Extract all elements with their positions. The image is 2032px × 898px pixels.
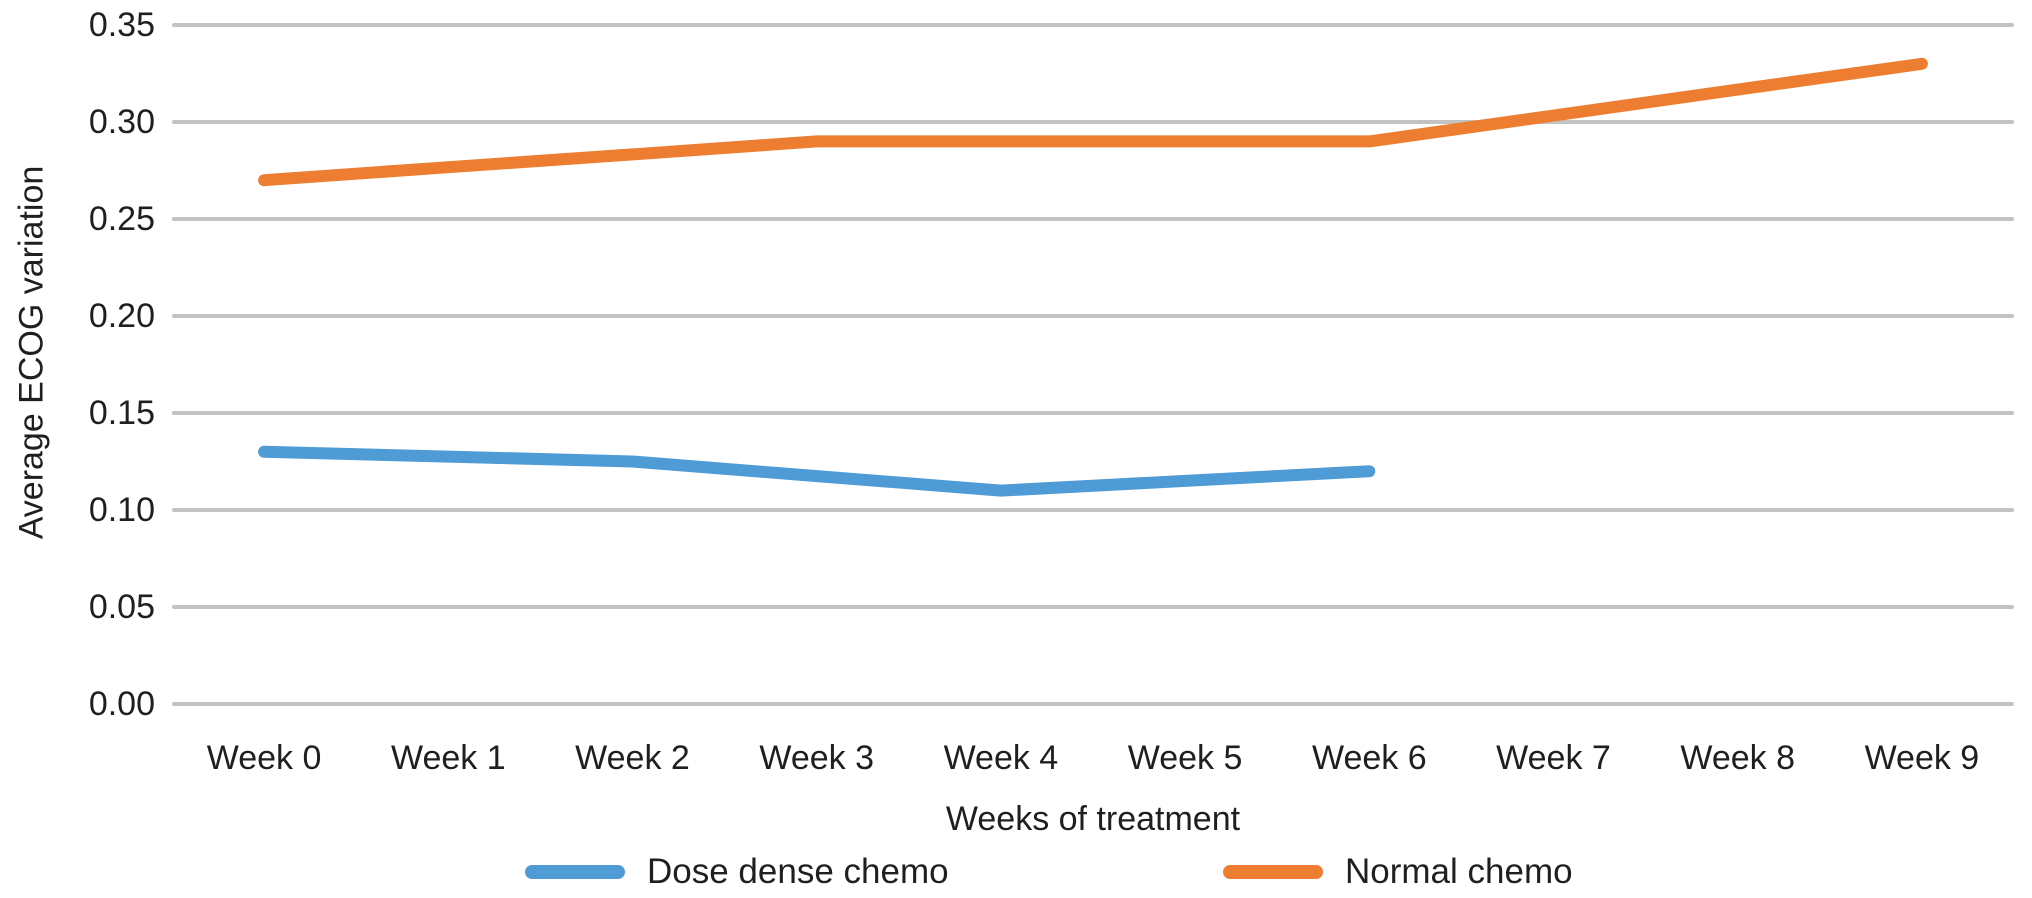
legend-label: Dose dense chemo (647, 852, 949, 891)
x-tick-label: Week 3 (759, 739, 875, 777)
x-tick-label: Week 4 (943, 739, 1059, 777)
x-tick-label: Week 1 (390, 739, 506, 777)
x-tick-label: Week 5 (1127, 739, 1243, 777)
x-tick-label: Week 0 (206, 739, 322, 777)
y-tick-label: 0.25 (88, 200, 155, 238)
legend-item-dose-dense-chemo: Dose dense chemo (525, 850, 949, 894)
y-tick-label: 0.00 (88, 685, 155, 723)
legend-item-normal-chemo: Normal chemo (1223, 850, 1573, 894)
legend: Dose dense chemo Normal chemo (0, 850, 2032, 894)
gridline (172, 508, 2014, 512)
gridline (172, 120, 2014, 124)
x-tick-label: Week 6 (1311, 739, 1427, 777)
gridline (172, 314, 2014, 318)
x-axis-title: Weeks of treatment (945, 800, 1241, 838)
dose-dense-chemo-swatch-icon (525, 865, 625, 879)
y-tick-label: 0.15 (88, 394, 155, 432)
gridline (172, 411, 2014, 415)
y-tick-label: 0.20 (88, 297, 155, 335)
legend-label: Normal chemo (1345, 852, 1573, 891)
x-tick-label: Week 7 (1496, 739, 1611, 777)
y-tick-label: 0.05 (88, 588, 155, 626)
x-tick-label: Week 2 (575, 739, 690, 777)
y-tick-label: 0.10 (88, 491, 155, 529)
y-tick-label: 0.35 (88, 6, 155, 44)
gridline (172, 217, 2014, 221)
series-line-0 (258, 445, 1376, 497)
gridline (172, 605, 2014, 609)
gridline (172, 23, 2014, 27)
y-tick-label: 0.30 (88, 103, 155, 141)
gridline (172, 702, 2014, 706)
x-tick-label: Week 9 (1864, 739, 1980, 777)
normal-chemo-swatch-icon (1223, 865, 1323, 879)
x-tick-label: Week 8 (1680, 739, 1796, 777)
